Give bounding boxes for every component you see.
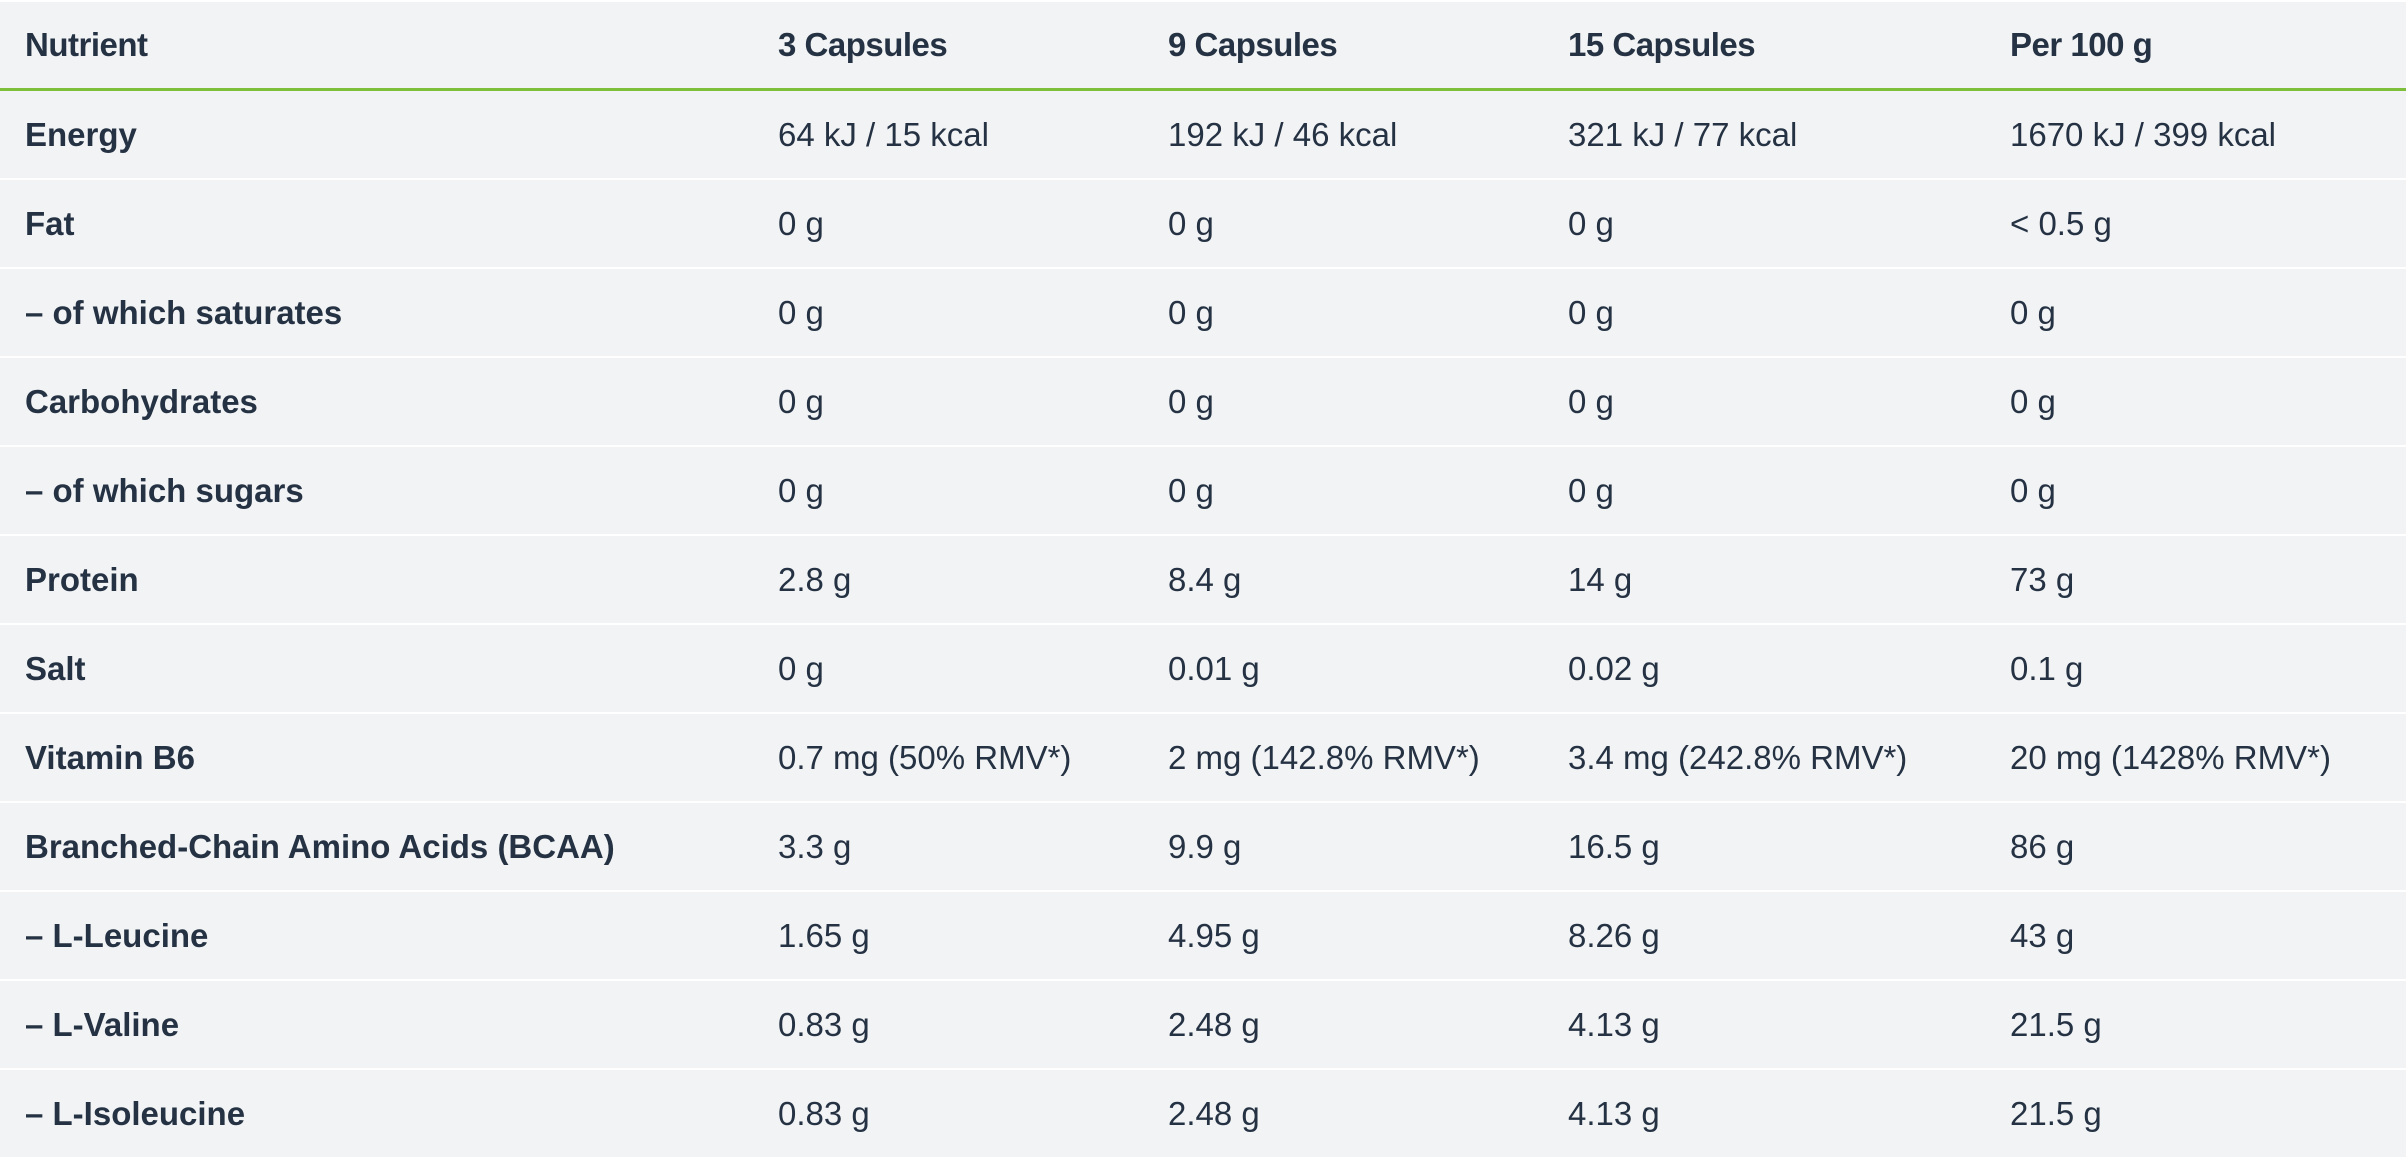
nutrient-value: 1670 kJ / 399 kcal	[1985, 88, 2406, 179]
nutrient-value: 0 g	[1143, 178, 1543, 268]
nutrient-value: 0 g	[1543, 356, 1985, 446]
nutrient-value: 0 g	[1143, 445, 1543, 535]
nutrient-value: 73 g	[1985, 534, 2406, 624]
nutrient-value: 0.02 g	[1543, 623, 1985, 713]
nutrient-name: Carbohydrates	[0, 356, 753, 446]
nutrient-value: 0 g	[1143, 356, 1543, 446]
table-header-row: Nutrient 3 Capsules 9 Capsules 15 Capsules P…	[0, 2, 2406, 91]
nutrient-value: 0.01 g	[1143, 623, 1543, 713]
nutrient-value: 8.26 g	[1543, 890, 1985, 980]
nutrient-value: 2 mg (142.8% RMV*)	[1143, 712, 1543, 802]
nutrient-name: Fat	[0, 178, 753, 268]
nutrient-value: 0 g	[1543, 445, 1985, 535]
table-row: Vitamin B6 0.7 mg (50% RMV*) 2 mg (142.8% …	[0, 712, 2406, 802]
table-row: Branched-Chain Amino Acids (BCAA) 3.3 g 9.…	[0, 801, 2406, 891]
nutrient-value: 192 kJ / 46 kcal	[1143, 88, 1543, 179]
nutrient-value: 0 g	[753, 267, 1143, 357]
nutrient-value: 0 g	[1143, 267, 1543, 357]
nutrient-value: 14 g	[1543, 534, 1985, 624]
column-header: 15 Capsules	[1543, 2, 1985, 91]
nutrient-value: 2.8 g	[753, 534, 1143, 624]
nutrient-value: 20 mg (1428% RMV*)	[1985, 712, 2406, 802]
nutrient-name: Branched-Chain Amino Acids (BCAA)	[0, 801, 753, 891]
nutrient-name: – L-Valine	[0, 979, 753, 1069]
nutrient-value: 21.5 g	[1985, 1068, 2406, 1157]
nutrient-value: 0.83 g	[753, 979, 1143, 1069]
nutrient-value: 0.1 g	[1985, 623, 2406, 713]
table-row: Salt 0 g 0.01 g 0.02 g 0.1 g	[0, 623, 2406, 713]
nutrient-value: 0 g	[1543, 267, 1985, 357]
nutrient-value: 0.83 g	[753, 1068, 1143, 1157]
nutrient-value: 0 g	[1543, 178, 1985, 268]
nutrient-value: 43 g	[1985, 890, 2406, 980]
table-row: – L-Isoleucine 0.83 g 2.48 g 4.13 g 21.5 g	[0, 1068, 2406, 1157]
nutrient-value: 4.95 g	[1143, 890, 1543, 980]
column-header: Nutrient	[0, 2, 753, 91]
nutrient-value: 0 g	[753, 623, 1143, 713]
column-header: Per 100 g	[1985, 2, 2406, 91]
nutrient-value: 9.9 g	[1143, 801, 1543, 891]
nutrient-name: Salt	[0, 623, 753, 713]
nutrient-name: – L-Leucine	[0, 890, 753, 980]
nutrient-value: < 0.5 g	[1985, 178, 2406, 268]
table-row: – L-Valine 0.83 g 2.48 g 4.13 g 21.5 g	[0, 979, 2406, 1069]
nutrient-value: 0 g	[753, 445, 1143, 535]
nutrient-value: 21.5 g	[1985, 979, 2406, 1069]
column-header: 9 Capsules	[1143, 2, 1543, 91]
nutrient-value: 3.4 mg (242.8% RMV*)	[1543, 712, 1985, 802]
nutrient-name: – L-Isoleucine	[0, 1068, 753, 1157]
nutrient-value: 4.13 g	[1543, 1068, 1985, 1157]
nutrient-name: – of which sugars	[0, 445, 753, 535]
nutrient-value: 0 g	[1985, 445, 2406, 535]
nutrient-value: 0 g	[753, 178, 1143, 268]
nutrient-value: 0 g	[753, 356, 1143, 446]
nutrient-value: 4.13 g	[1543, 979, 1985, 1069]
nutrient-name: Vitamin B6	[0, 712, 753, 802]
nutrient-value: 86 g	[1985, 801, 2406, 891]
nutrient-value: 16.5 g	[1543, 801, 1985, 891]
nutrient-value: 1.65 g	[753, 890, 1143, 980]
nutrient-name: Protein	[0, 534, 753, 624]
table-row: Energy 64 kJ / 15 kcal 192 kJ / 46 kcal 321…	[0, 88, 2406, 179]
nutrient-name: Energy	[0, 88, 753, 179]
nutrient-value: 0 g	[1985, 356, 2406, 446]
nutrient-value: 2.48 g	[1143, 979, 1543, 1069]
column-header: 3 Capsules	[753, 2, 1143, 91]
nutrient-value: 0.7 mg (50% RMV*)	[753, 712, 1143, 802]
nutrient-value: 64 kJ / 15 kcal	[753, 88, 1143, 179]
nutrient-value: 2.48 g	[1143, 1068, 1543, 1157]
nutrient-value: 8.4 g	[1143, 534, 1543, 624]
nutrient-value: 0 g	[1985, 267, 2406, 357]
table-row: – L-Leucine 1.65 g 4.95 g 8.26 g 43 g	[0, 890, 2406, 980]
nutrient-value: 321 kJ / 77 kcal	[1543, 88, 1985, 179]
table-row: Protein 2.8 g 8.4 g 14 g 73 g	[0, 534, 2406, 624]
nutrient-name: – of which saturates	[0, 267, 753, 357]
nutrient-value: 3.3 g	[753, 801, 1143, 891]
